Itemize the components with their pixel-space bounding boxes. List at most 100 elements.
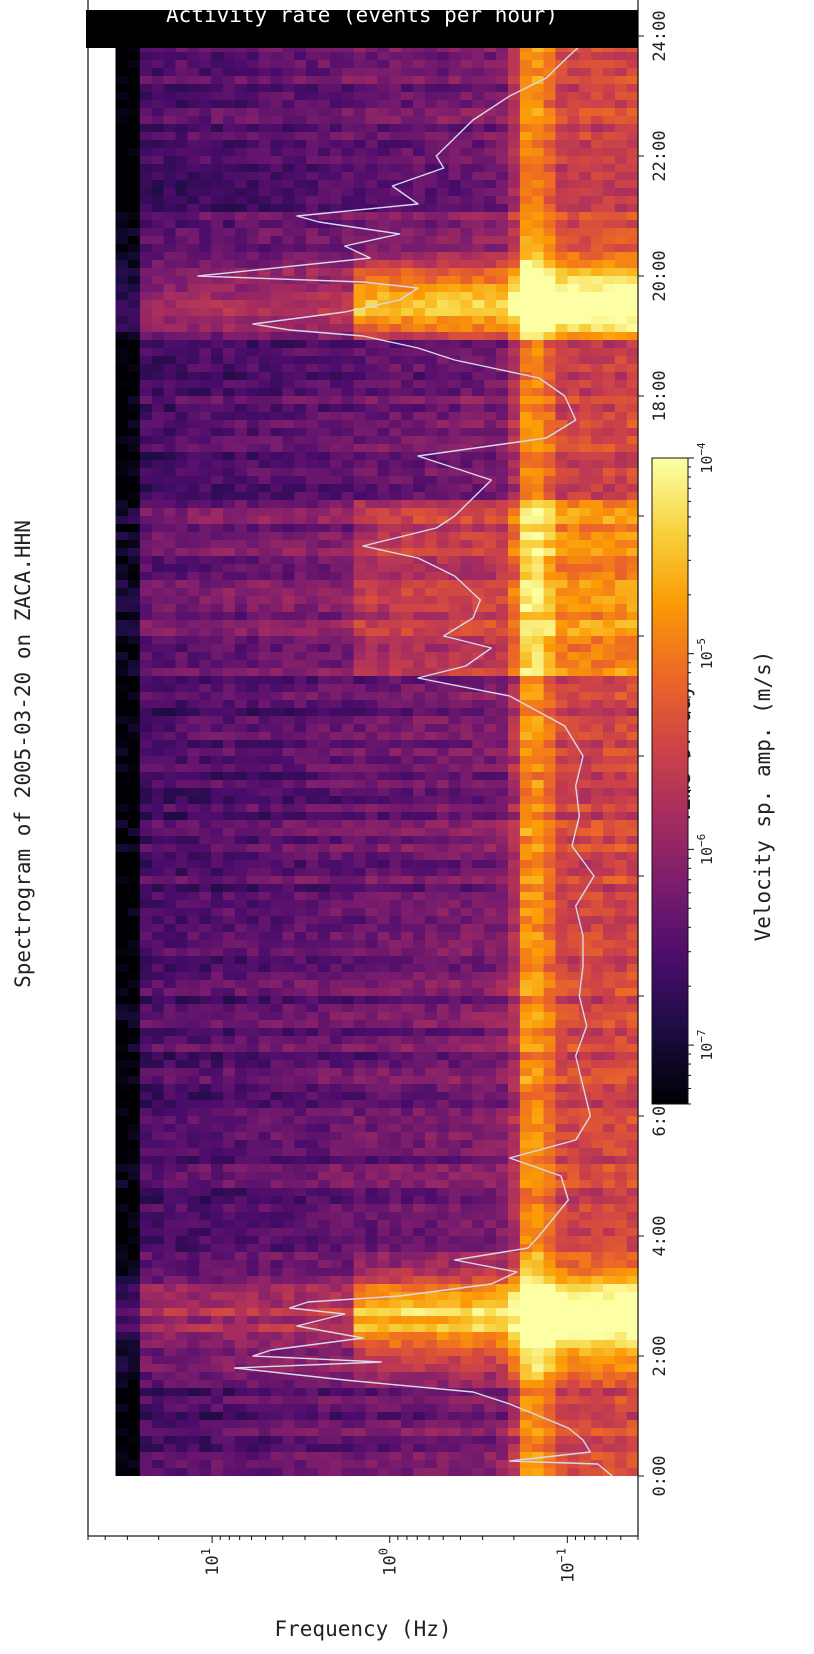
spectrogram-cell xyxy=(222,915,235,924)
spectrogram-cell xyxy=(424,827,437,836)
spectrogram-cell xyxy=(471,819,485,828)
spectrogram-cell xyxy=(376,907,390,916)
spectrogram-cell xyxy=(388,659,402,668)
spectrogram-cell xyxy=(317,1451,330,1460)
spectrogram-cell xyxy=(459,1403,473,1412)
spectrogram-cell xyxy=(174,1395,188,1404)
spectrogram-cell xyxy=(139,787,152,796)
spectrogram-cell xyxy=(246,1227,259,1236)
spectrogram-cell xyxy=(198,1035,212,1044)
spectrogram-cell xyxy=(269,915,283,924)
spectrogram-cell xyxy=(210,1203,223,1212)
spectrogram-cell xyxy=(329,739,342,748)
spectrogram-cell xyxy=(198,1219,212,1228)
spectrogram-cell xyxy=(258,1043,271,1052)
spectrogram-cell xyxy=(198,851,212,860)
spectrogram-cell xyxy=(210,1315,223,1324)
spectrogram-cell xyxy=(139,611,152,620)
spectrogram-cell xyxy=(578,955,592,964)
spectrogram-cell xyxy=(317,771,330,780)
spectrogram-cell xyxy=(281,675,295,684)
spectrogram-cell xyxy=(554,875,568,884)
spectrogram-cell xyxy=(388,635,402,644)
spectrogram-cell xyxy=(222,571,235,580)
spectrogram-cell xyxy=(246,939,259,948)
spectrogram-cell xyxy=(626,1011,639,1020)
spectrogram-cell xyxy=(626,779,639,788)
spectrogram-cell xyxy=(424,683,437,692)
spectrogram-cell xyxy=(471,779,485,788)
spectrogram-cell xyxy=(448,875,461,884)
spectrogram-cell xyxy=(281,995,295,1004)
spectrogram-cell xyxy=(353,835,366,844)
spectrogram-cell xyxy=(364,1235,378,1244)
spectrogram-cell xyxy=(388,867,402,876)
spectrogram-cell xyxy=(281,683,295,692)
spectrogram-cell xyxy=(412,611,425,620)
spectrogram-cell xyxy=(186,651,200,660)
spectrogram-cell xyxy=(554,795,568,804)
spectrogram-cell xyxy=(329,1251,342,1260)
spectrogram-cell xyxy=(519,643,532,652)
spectrogram-cell xyxy=(198,1107,212,1116)
spectrogram-cell xyxy=(139,987,152,996)
spectrogram-cell xyxy=(448,1443,461,1452)
spectrogram-cell xyxy=(543,603,556,612)
spectrogram-cell xyxy=(614,627,627,636)
spectrogram-cell xyxy=(602,1283,615,1292)
spectrogram-cell xyxy=(531,1283,544,1292)
spectrogram-cell xyxy=(269,627,283,636)
spectrogram-cell xyxy=(127,763,140,772)
spectrogram-cell xyxy=(554,1259,568,1268)
spectrogram-cell xyxy=(269,579,283,588)
spectrogram-cell xyxy=(448,731,461,740)
spectrogram-cell xyxy=(198,1283,212,1292)
spectrogram-cell xyxy=(151,667,164,676)
spectrogram-cell xyxy=(210,1299,223,1308)
spectrogram-cell xyxy=(151,971,164,980)
spectrogram-cell xyxy=(234,1203,247,1212)
spectrogram-cell xyxy=(163,859,176,868)
spectrogram-cell xyxy=(519,1011,532,1020)
spectrogram-cell xyxy=(614,563,627,572)
spectrogram-cell xyxy=(139,603,152,612)
spectrogram-cell xyxy=(388,1019,402,1028)
spectrogram-cell xyxy=(186,1323,200,1332)
spectrogram-cell xyxy=(246,851,259,860)
spectrogram-cell xyxy=(483,1179,497,1188)
spectrogram-cell xyxy=(448,803,461,812)
spectrogram-cell xyxy=(210,1091,223,1100)
spectrogram-cell xyxy=(578,947,592,956)
spectrogram-cell xyxy=(519,803,532,812)
spectrogram-cell xyxy=(353,795,366,804)
spectrogram-cell xyxy=(186,1379,200,1388)
spectrogram-cell xyxy=(554,619,568,628)
spectrogram-cell xyxy=(341,1443,354,1452)
spectrogram-cell xyxy=(341,907,354,916)
spectrogram-cell xyxy=(566,1331,580,1340)
spectrogram-cell xyxy=(317,907,330,916)
spectrogram-cell xyxy=(329,795,342,804)
spectrogram-cell xyxy=(329,1179,342,1188)
spectrogram-cell xyxy=(483,1219,497,1228)
spectrogram-cell xyxy=(400,1235,413,1244)
spectrogram-cell xyxy=(198,803,212,812)
spectrogram-cell xyxy=(566,1443,580,1452)
spectrogram-cell xyxy=(174,939,188,948)
spectrogram-cell xyxy=(436,739,449,748)
spectrogram-cell xyxy=(210,1187,223,1196)
spectrogram-cell xyxy=(186,1339,200,1348)
spectrogram-cell xyxy=(163,659,176,668)
spectrogram-cell xyxy=(400,827,413,836)
spectrogram-cell xyxy=(258,875,271,884)
spectrogram-cell xyxy=(364,611,378,620)
spectrogram-cell xyxy=(626,707,639,716)
spectrogram-cell xyxy=(281,627,295,636)
spectrogram-cell xyxy=(174,1451,188,1460)
spectrogram-cell xyxy=(317,995,330,1004)
spectrogram-cell xyxy=(186,1019,200,1028)
spectrogram-cell xyxy=(590,1147,603,1156)
spectrogram-cell xyxy=(400,1155,413,1164)
spectrogram-cell xyxy=(495,1355,508,1364)
spectrogram-cell xyxy=(590,1283,603,1292)
